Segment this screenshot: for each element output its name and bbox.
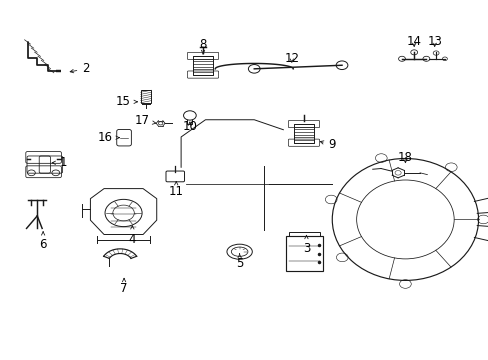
Text: 11: 11 bbox=[168, 181, 183, 198]
Text: 7: 7 bbox=[120, 278, 127, 295]
Bar bbox=[288, 232, 320, 237]
Text: 15: 15 bbox=[116, 95, 137, 108]
Text: 10: 10 bbox=[182, 121, 197, 134]
Text: 2: 2 bbox=[70, 62, 90, 75]
Bar bbox=[285, 237, 322, 271]
Text: 5: 5 bbox=[235, 254, 243, 270]
Text: 17: 17 bbox=[134, 114, 156, 127]
Bar bbox=[293, 124, 314, 143]
Text: 8: 8 bbox=[199, 38, 206, 54]
Text: 12: 12 bbox=[284, 51, 299, 64]
Text: 3: 3 bbox=[302, 235, 309, 255]
Text: 13: 13 bbox=[427, 35, 441, 48]
Text: 16: 16 bbox=[98, 131, 119, 144]
Text: 18: 18 bbox=[397, 151, 412, 164]
Text: 14: 14 bbox=[406, 35, 421, 48]
Bar bbox=[192, 56, 213, 75]
Text: 1: 1 bbox=[52, 156, 67, 169]
Text: 6: 6 bbox=[40, 232, 47, 251]
Text: 4: 4 bbox=[128, 226, 136, 246]
Bar bbox=[141, 90, 151, 103]
Text: 9: 9 bbox=[320, 138, 335, 151]
